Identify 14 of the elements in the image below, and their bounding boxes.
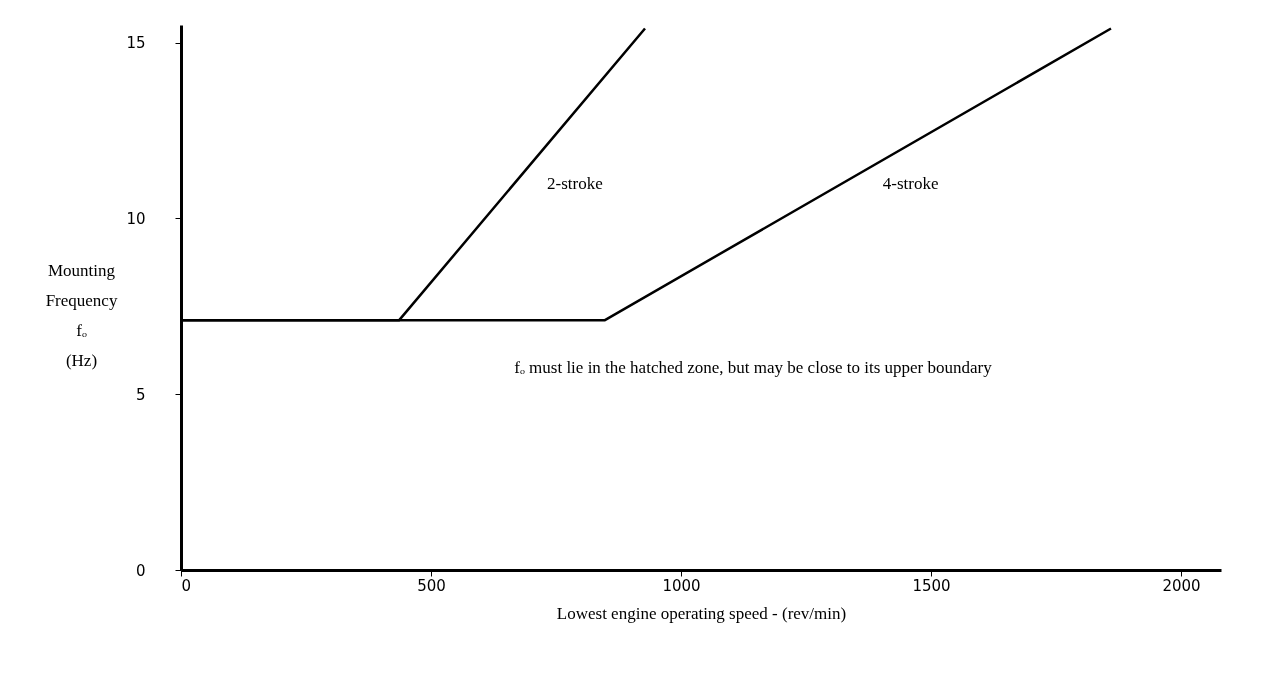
x-axis-title: Lowest engine operating speed - (rev/min) [556, 603, 847, 623]
x-tick-label: 1000 [662, 576, 701, 595]
y-tick-label: 0 [135, 561, 146, 580]
series-label: 2-stroke [547, 174, 603, 194]
x-tick-label: 2000 [1162, 576, 1201, 595]
y-axis-title: Mounting Frequency fₒ (Hz) [45, 260, 118, 370]
y-tick-label: 5 [135, 385, 146, 404]
x-tick-label: 1500 [912, 576, 951, 595]
x-tick-label: 0 [181, 576, 192, 595]
y-tick-label: 10 [126, 209, 146, 228]
annotation: fₒ must lie in the hatched zone, but may be close to its upper boundary [514, 358, 993, 378]
y-tick-label: 15 [126, 34, 146, 53]
x-tick-label: 500 [417, 576, 446, 595]
series-label: 4-stroke [882, 174, 939, 194]
